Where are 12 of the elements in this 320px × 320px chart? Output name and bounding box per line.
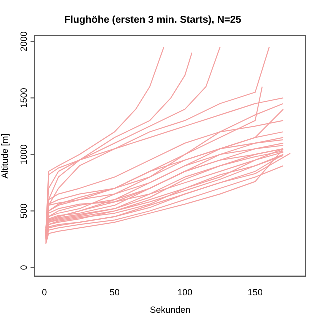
x-axis-title: Sekunden: [150, 305, 191, 316]
x-tick-label: 50: [110, 287, 120, 298]
y-tick-label: 500: [18, 204, 29, 219]
y-tick-label: 1000: [18, 144, 29, 165]
y-tick-label: 0: [18, 265, 29, 270]
y-tick-label: 1500: [18, 88, 29, 108]
chart-title: Flughöhe (ersten 3 min. Starts), N=25: [64, 14, 242, 26]
y-tick-label: 2000: [18, 32, 29, 52]
x-tick-label: 0: [42, 287, 48, 298]
y-axis-title: Altitude [m]: [0, 134, 10, 179]
x-tick-label: 100: [178, 287, 193, 298]
x-tick-label: 150: [248, 287, 263, 298]
